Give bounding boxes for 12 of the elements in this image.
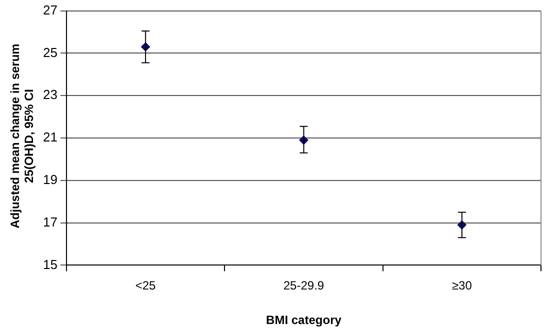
y-tick-label: 15 — [42, 256, 58, 272]
y-tick-label: 23 — [42, 87, 58, 102]
x-tick-label: ≥30 — [452, 278, 472, 293]
x-tick-label: 25-29.9 — [283, 278, 324, 293]
y-tick-label: 19 — [42, 172, 58, 187]
y-tick-label: 17 — [42, 214, 58, 230]
y-axis-title: Adjusted mean change in serum 25(OH)D, 95% CI — [8, 42, 36, 230]
y-tick-label: 21 — [42, 130, 58, 145]
x-tick-label: <25 — [135, 278, 156, 293]
x-axis-title: BMI category — [266, 313, 342, 328]
y-tick-label: 25 — [42, 44, 58, 60]
y-tick-label: 27 — [42, 2, 58, 18]
